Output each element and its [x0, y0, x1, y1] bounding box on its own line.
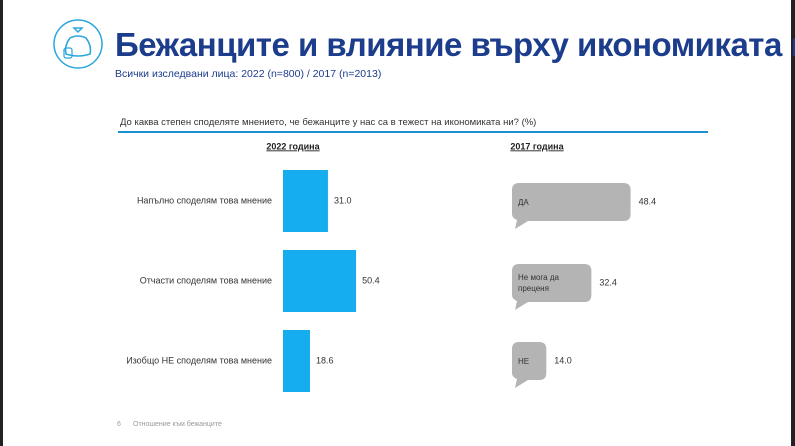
divider: [118, 131, 708, 133]
category-label: Напълно споделям това мнение: [137, 195, 272, 205]
chart-title: 2022 година: [266, 141, 320, 151]
category-label: НЕ: [518, 356, 530, 366]
value-label: 32.4: [599, 277, 617, 287]
bar: [283, 250, 357, 312]
icon: [53, 19, 103, 69]
bar: [283, 330, 310, 392]
title: Бежанците и влияние върху икономиката ни: [115, 26, 795, 63]
callout-bubble: [512, 342, 547, 388]
category-label: Отчасти споделям това мнение: [140, 275, 272, 285]
page-number: 6: [117, 421, 121, 428]
value-label: 14.0: [554, 355, 572, 365]
value-label: 18.6: [316, 355, 334, 365]
callout-bubble: [512, 264, 592, 310]
chart-title: 2017 година: [510, 141, 564, 151]
label-box: НЕ: [518, 356, 530, 366]
category-label: Не мога да преценя: [518, 273, 559, 293]
category-label: Изобщо НЕ споделям това мнение: [126, 355, 272, 365]
value-label: 31.0: [334, 195, 352, 205]
subtitle: Всички изследвани лица: 2022 (n=800) / 2…: [115, 68, 382, 80]
value-label: 50.4: [362, 275, 380, 285]
edge: [791, 0, 795, 446]
bar: [283, 170, 328, 232]
label-box: Не мога да преценя: [518, 273, 559, 293]
edge: [0, 0, 3, 446]
category-label: ДА: [518, 197, 529, 207]
question: До каква степен споделяте мнението, че б…: [120, 117, 537, 128]
footer-text: Отношение към бежанците: [133, 421, 222, 428]
label-box: ДА: [518, 197, 529, 207]
value-label: 48.4: [639, 196, 657, 206]
callout-bubble: [512, 183, 631, 229]
